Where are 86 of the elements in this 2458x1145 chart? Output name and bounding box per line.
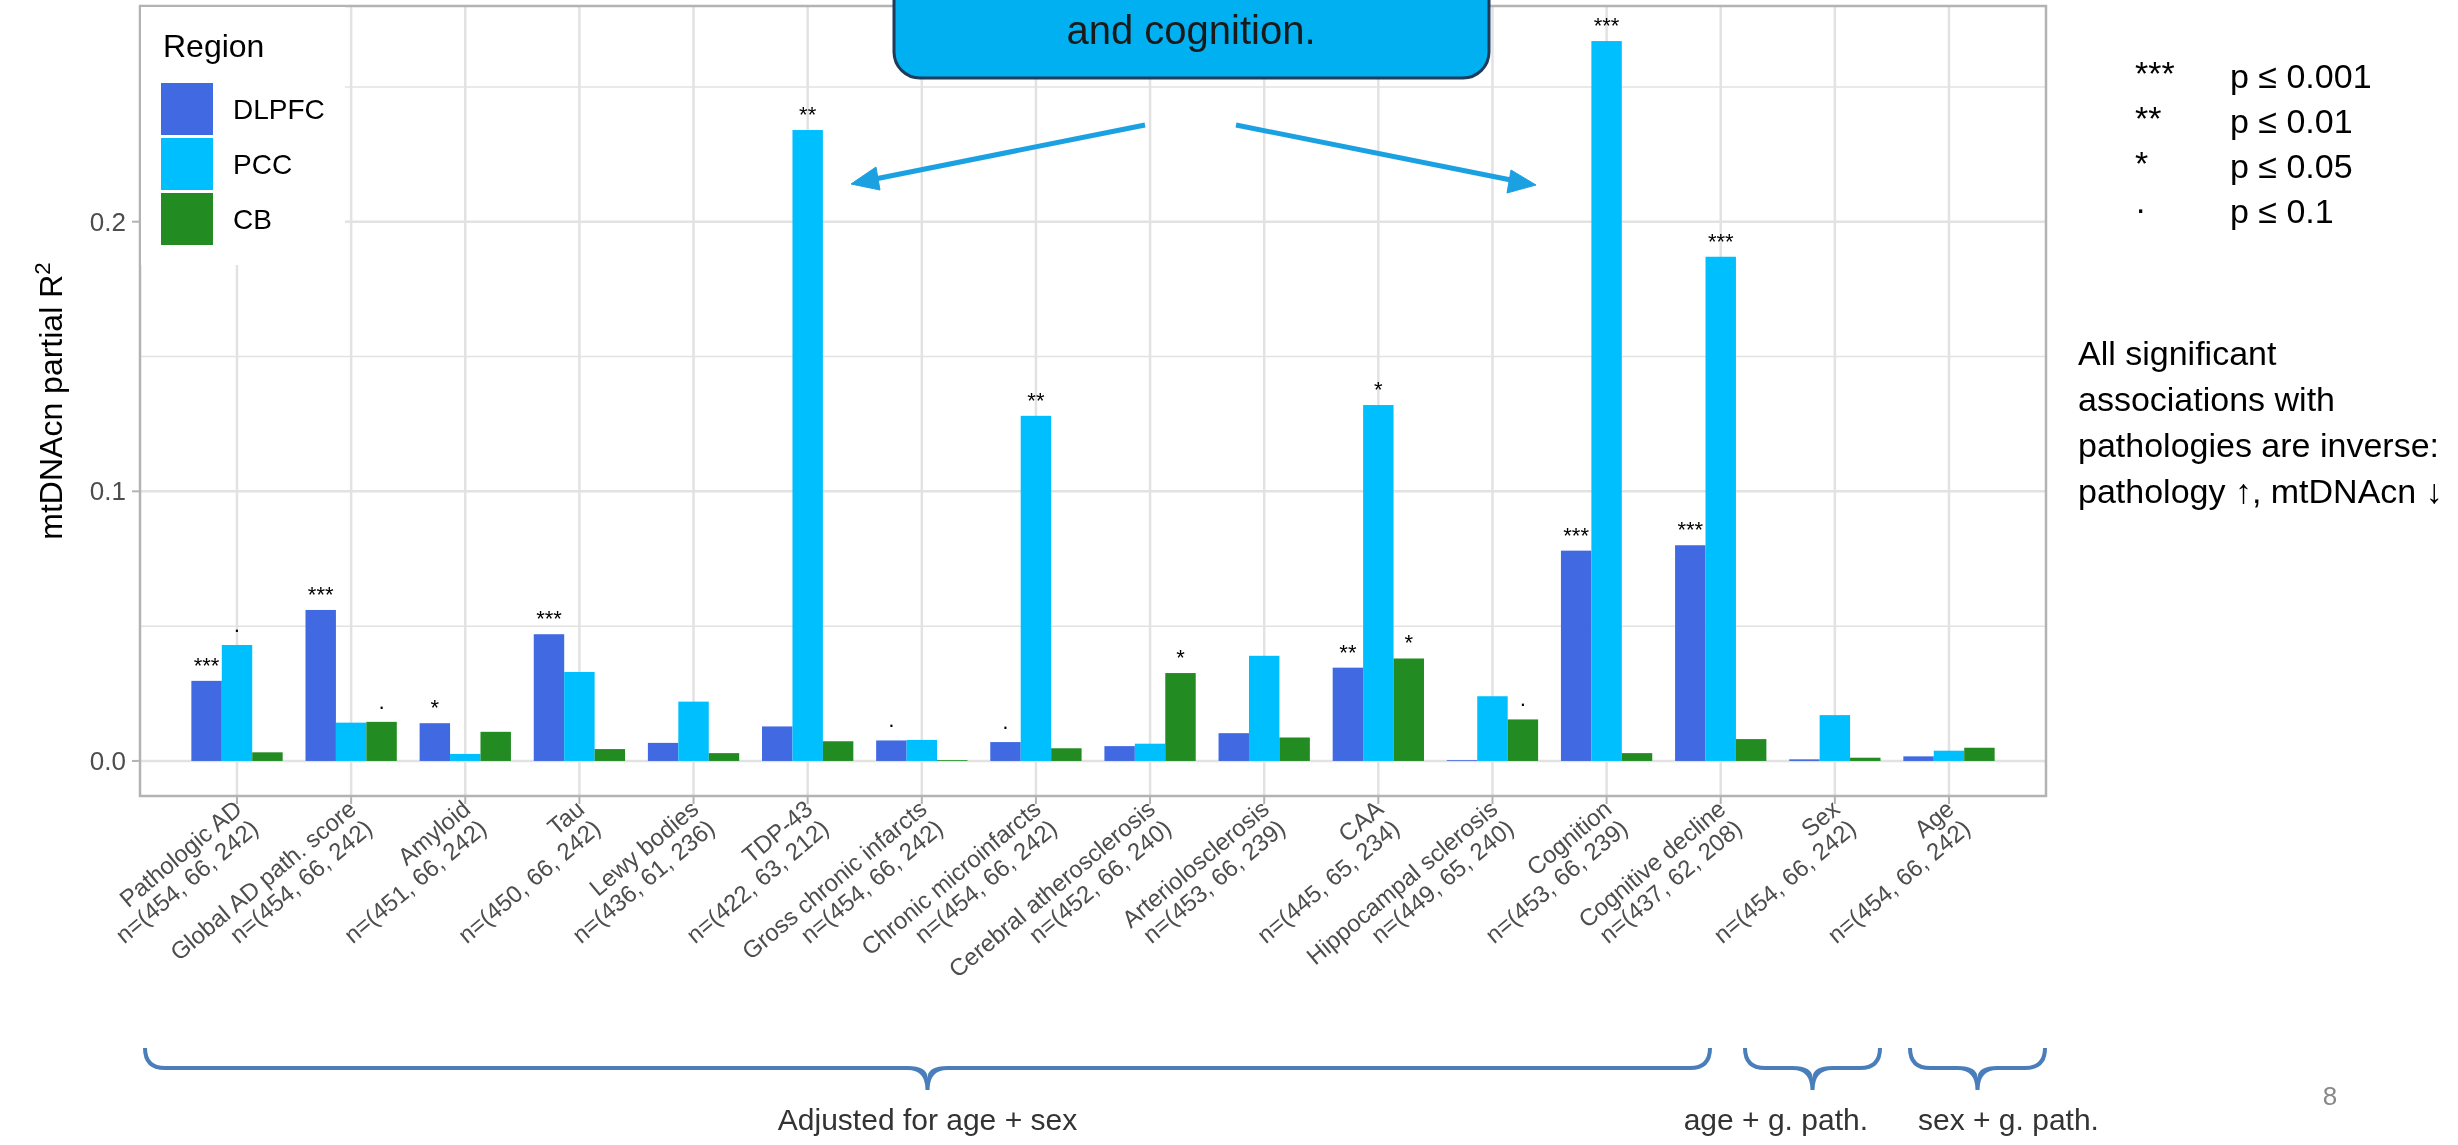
- bar: [1279, 737, 1310, 761]
- bar: [305, 609, 336, 761]
- bar: [1819, 715, 1851, 761]
- data-label: ***: [1677, 517, 1704, 543]
- annotation: and cognition.: [1066, 8, 1316, 52]
- bar: [1393, 658, 1424, 761]
- data-label: *: [1176, 645, 1186, 671]
- data-label: ·: [233, 617, 241, 643]
- y-tick-label: 0.0: [89, 746, 126, 777]
- bar: [906, 739, 938, 761]
- legend-title: Region: [163, 28, 265, 64]
- bar: [533, 634, 565, 761]
- bar: [335, 722, 367, 761]
- bar: [792, 130, 823, 761]
- bar: [1020, 415, 1052, 761]
- bar: [1964, 747, 1995, 761]
- y-tick-label: 0.2: [89, 206, 126, 237]
- bar: [480, 731, 511, 761]
- bar: [762, 726, 793, 761]
- data-label: ***: [1707, 228, 1734, 254]
- data-label: ***: [307, 581, 334, 607]
- bar: [221, 645, 253, 761]
- legend-label: CB: [233, 203, 272, 235]
- data-label: *: [1404, 630, 1414, 656]
- text: age + g. path.: [1683, 1103, 1868, 1136]
- text: Adjusted for age + sex: [777, 1103, 1078, 1136]
- bar: [1675, 545, 1706, 761]
- bar: [1165, 673, 1196, 761]
- bar: [1735, 739, 1767, 761]
- bar: [191, 680, 222, 761]
- data-label: ·: [377, 693, 386, 719]
- data-label: ***: [193, 652, 220, 678]
- text: p ≤ 0.05: [2230, 147, 2353, 185]
- bar: [1903, 756, 1934, 761]
- bar: [564, 671, 595, 761]
- bar: [708, 753, 740, 761]
- data-label: **: [1339, 639, 1357, 665]
- bar: [1591, 41, 1622, 761]
- text: p ≤ 0.1: [2230, 192, 2334, 230]
- text: p ≤ 0.01: [2230, 102, 2353, 140]
- bar: [1051, 748, 1082, 761]
- bar: [1104, 746, 1135, 761]
- bar: [822, 741, 854, 761]
- text: p ≤ 0.001: [2230, 57, 2372, 95]
- bar: [647, 742, 679, 761]
- data-label: ***: [536, 606, 563, 632]
- bar: [450, 753, 481, 761]
- data-label: ·: [887, 712, 896, 738]
- text: *: [2135, 144, 2149, 182]
- text: 8: [2322, 1081, 2338, 1111]
- data-label: **: [799, 102, 817, 128]
- legend-label: DLPFC: [233, 93, 325, 125]
- bar: [1134, 743, 1166, 761]
- y-tick-label: 0.1: [89, 476, 126, 507]
- data-label: ·: [1519, 691, 1527, 717]
- text: **: [2135, 99, 2162, 137]
- bar: [366, 721, 397, 761]
- data-label: ·: [1001, 714, 1010, 740]
- bar: [678, 701, 709, 761]
- bar: [419, 723, 451, 761]
- data-label: ***: [1593, 13, 1620, 39]
- bar: [1621, 753, 1653, 761]
- bar: [1477, 696, 1508, 761]
- data-label: *: [1374, 377, 1384, 403]
- bar: [1850, 757, 1881, 761]
- callout-box: and cognition.: [892, 0, 1491, 80]
- data-label: *: [430, 695, 440, 721]
- text: ***: [2135, 54, 2175, 92]
- data-label: ***: [1563, 522, 1590, 548]
- legend-label: PCC: [233, 148, 293, 180]
- bar: [876, 740, 907, 761]
- bar: [1560, 550, 1592, 761]
- bar: [594, 749, 626, 761]
- text: sex + g. path.: [1918, 1103, 2099, 1136]
- data-label: **: [1027, 387, 1045, 413]
- bar: [1332, 667, 1364, 761]
- bar: [1218, 733, 1249, 761]
- bar: [1507, 719, 1539, 761]
- text: All significant associations with pathologies are inverse: pathology ↑, mtDNAcn ↓: [2078, 334, 2443, 510]
- bar: [1933, 750, 1965, 761]
- bar: [252, 752, 283, 761]
- bar: [1705, 256, 1736, 761]
- bar: [990, 742, 1021, 761]
- bar: [1363, 405, 1394, 761]
- bar: [1248, 655, 1280, 761]
- text: ·: [2135, 189, 2147, 227]
